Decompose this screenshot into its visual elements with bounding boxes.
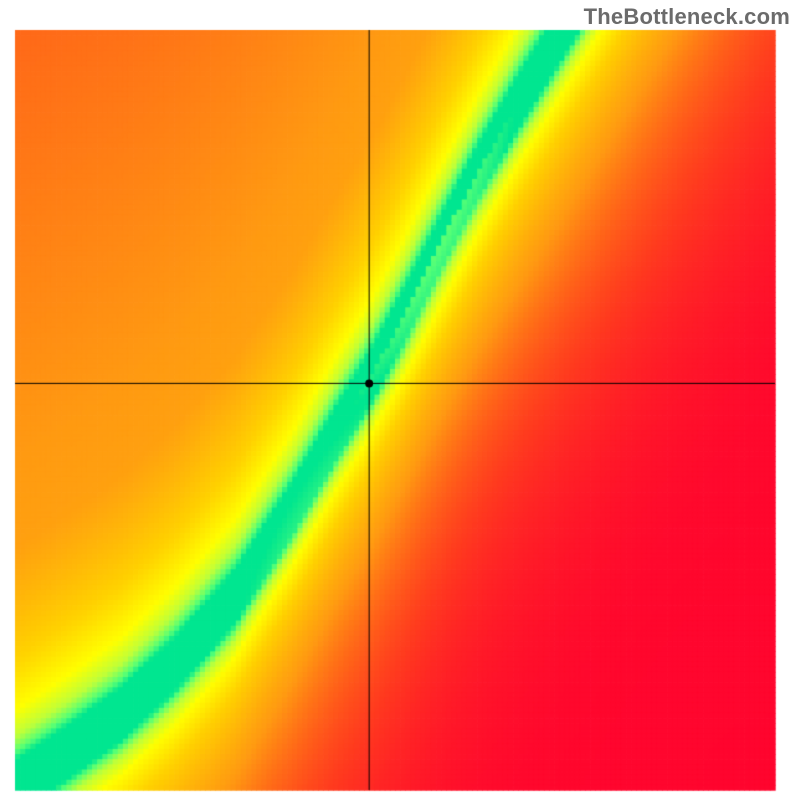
bottleneck-heatmap bbox=[0, 0, 800, 800]
chart-container: { "watermark": { "text": "TheBottleneck.… bbox=[0, 0, 800, 800]
